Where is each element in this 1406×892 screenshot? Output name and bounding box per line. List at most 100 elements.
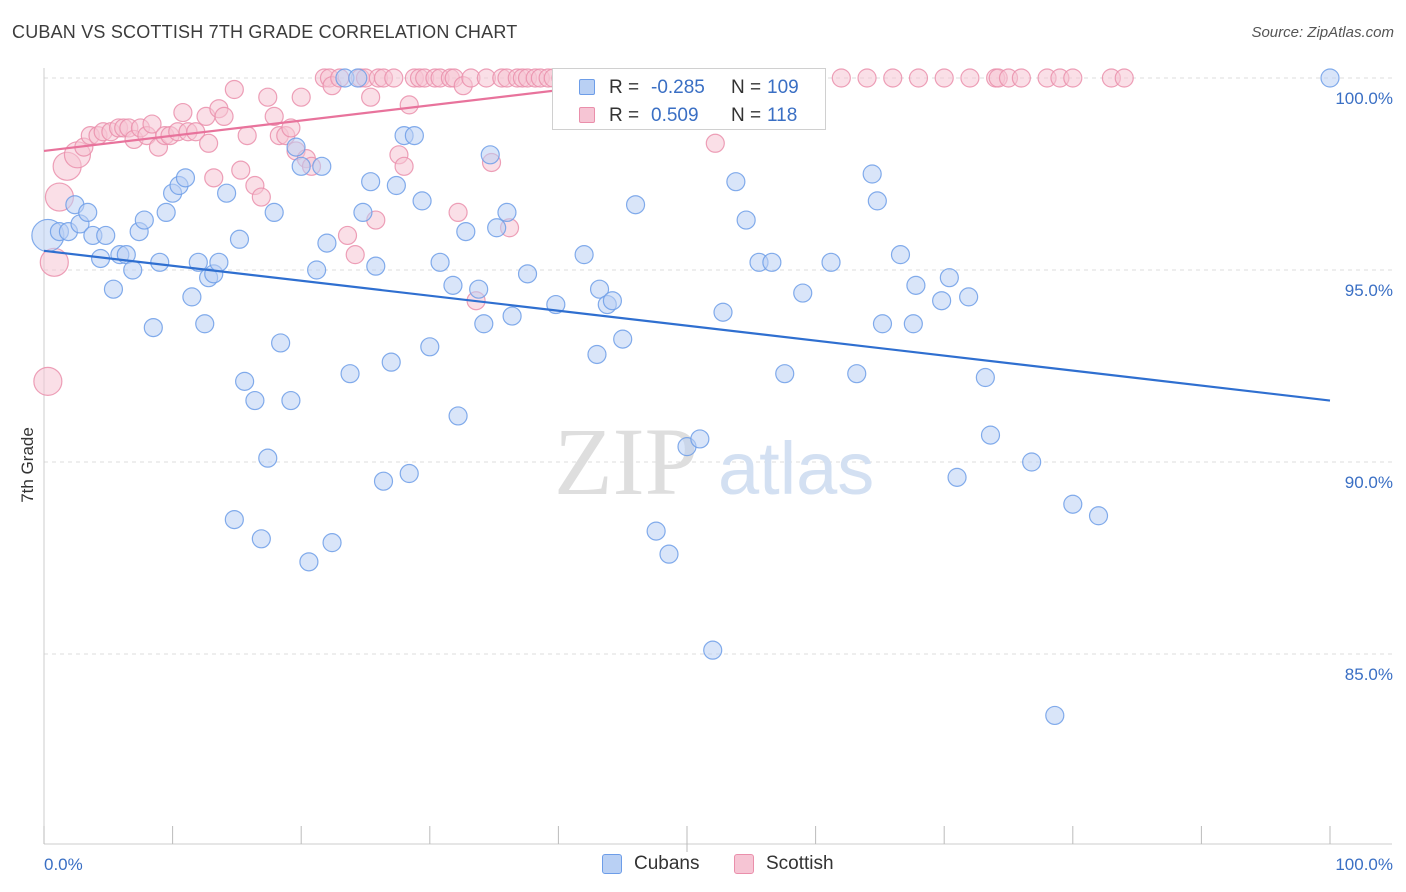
cubans-point xyxy=(251,529,271,549)
cubans-point xyxy=(726,172,746,192)
legend-label-cubans: Cubans xyxy=(634,853,700,874)
cubans-point xyxy=(975,367,995,388)
cubans-point xyxy=(775,364,795,384)
cubans-point xyxy=(1320,68,1340,88)
cubans-point xyxy=(847,364,867,384)
x-tick-label: 0.0% xyxy=(44,855,83,874)
cubans-point xyxy=(175,168,196,188)
n-value-scottish: 118 xyxy=(767,105,798,126)
cubans-point xyxy=(340,364,360,384)
scottish-point xyxy=(251,187,271,207)
cubans-point xyxy=(762,252,782,272)
cubans-point xyxy=(123,260,143,280)
cubans-point xyxy=(224,509,244,530)
scottish-point xyxy=(199,133,219,153)
cubans-point xyxy=(143,318,163,338)
cubans-point xyxy=(134,210,154,230)
cubans-point xyxy=(1063,494,1083,514)
cubans-legend-swatch xyxy=(602,854,622,874)
cubans-point xyxy=(602,291,623,311)
cubans-point xyxy=(1022,452,1042,472)
scottish-point xyxy=(142,114,162,134)
n-value-cubans: 109 xyxy=(767,77,799,98)
scottish-point xyxy=(361,87,381,107)
y-tick-label: 85.0% xyxy=(1345,665,1393,684)
scottish-point xyxy=(934,68,954,88)
cubans-point xyxy=(412,191,432,211)
legend-item-scottish: Scottish xyxy=(734,851,854,877)
cubans-point xyxy=(947,467,967,487)
cubans-point xyxy=(587,344,607,365)
cubans-point xyxy=(959,287,979,307)
cubans-point xyxy=(939,268,959,288)
scottish-point xyxy=(857,68,877,88)
cubans-point xyxy=(872,314,893,334)
legend-label-scottish: Scottish xyxy=(766,853,834,874)
cubans-point xyxy=(264,202,284,222)
scottish-point xyxy=(1011,68,1031,88)
watermark-atlas: atlas xyxy=(718,427,874,510)
cubans-point xyxy=(348,68,368,88)
cubans-point xyxy=(361,172,381,192)
cubans-point xyxy=(443,275,463,295)
cubans-point xyxy=(353,202,373,222)
cubans-point xyxy=(903,314,923,334)
cubans-point xyxy=(703,640,723,660)
cubans-point xyxy=(932,291,952,311)
cubans-point xyxy=(103,279,124,299)
scottish-point xyxy=(960,68,980,88)
cubans-point xyxy=(235,371,255,391)
scottish-point xyxy=(237,126,257,146)
r-label: R = xyxy=(609,105,640,126)
scottish-point xyxy=(231,160,251,180)
cubans-point xyxy=(322,533,342,553)
scottish-point xyxy=(173,102,193,123)
r-value-scottish: 0.509 xyxy=(651,105,699,126)
chart-source: Source: ZipAtlas.com xyxy=(1251,24,1394,41)
scottish-point xyxy=(448,202,468,222)
cubans-point xyxy=(299,552,319,572)
y-tick-label: 95.0% xyxy=(1345,281,1393,300)
cubans-point xyxy=(480,145,500,165)
r-value-cubans: -0.285 xyxy=(651,77,705,98)
cubans-point xyxy=(659,544,679,564)
cubans-swatch xyxy=(579,79,595,95)
cubans-point xyxy=(487,218,507,238)
cubans-point xyxy=(625,195,646,215)
scottish-point xyxy=(214,106,234,127)
watermark: ZIP atlas xyxy=(554,408,874,515)
scottish-swatch xyxy=(579,107,595,123)
scottish-point xyxy=(291,87,311,107)
cubans-point xyxy=(229,229,250,249)
cubans-point xyxy=(271,333,291,353)
cubans-point xyxy=(574,245,594,265)
cubans-point xyxy=(713,302,733,322)
scottish-point xyxy=(1063,68,1083,88)
cubans-point xyxy=(386,175,406,196)
cubans-point xyxy=(456,222,476,242)
cubans-point xyxy=(404,126,424,146)
cubans-point xyxy=(890,245,911,265)
x-tick-label: 100.0% xyxy=(1335,855,1393,874)
scottish-point xyxy=(258,87,278,107)
scottish-point xyxy=(345,245,365,265)
cubans-point xyxy=(980,425,1001,445)
scottish-point xyxy=(883,68,903,88)
cubans-point xyxy=(78,202,98,222)
cubans-point xyxy=(517,264,538,284)
cubans-point xyxy=(613,329,633,349)
cubans-point xyxy=(793,283,813,303)
cubans-point xyxy=(245,390,265,411)
cubans-point xyxy=(474,314,494,334)
cubans-point xyxy=(736,210,756,230)
cubans-point xyxy=(182,287,202,307)
cubans-point xyxy=(906,275,926,295)
legend-row-cubans: R = -0.285 N = 109 xyxy=(553,73,825,101)
cubans-point xyxy=(821,252,841,272)
cubans-point xyxy=(291,156,311,176)
r-label: R = xyxy=(609,77,640,98)
correlation-legend: R = -0.285 N = 109 R = 0.509 N = 118 xyxy=(552,68,826,130)
cubans-point xyxy=(469,279,489,299)
cubans-point xyxy=(258,448,278,468)
data-points xyxy=(31,68,1340,726)
